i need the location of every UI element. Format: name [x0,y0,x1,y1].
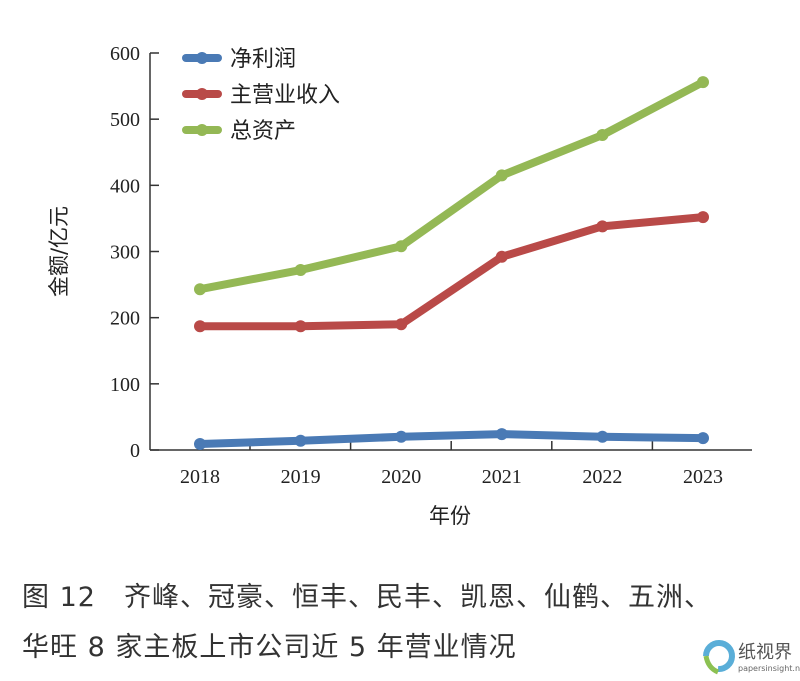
data-point [395,318,408,331]
y-tick-label: 0 [130,440,140,462]
legend-marker [196,124,208,136]
figure-caption-line-1: 图 12 齐峰、冠豪、恒丰、民丰、凯恩、仙鹤、五洲、 [22,582,712,613]
y-tick-label: 100 [110,374,140,396]
series-line [199,430,704,449]
logo-icon [703,640,735,675]
data-point [596,129,609,142]
data-point [194,283,206,296]
watermark-url: papersinsight.net [738,664,800,673]
legend-marker [196,88,208,100]
series-line [200,213,704,331]
data-point [294,264,307,277]
data-point [194,438,206,451]
watermark-text: 纸视界 [738,642,792,663]
data-point [697,211,709,224]
data-point [395,430,408,443]
data-point [294,320,307,333]
data-point [596,430,609,443]
legend-label: 总资产 [230,119,296,144]
data-point [697,432,709,445]
data-point [495,169,508,182]
legend-label: 净利润 [230,47,296,72]
data-point [294,434,307,447]
legend-label: 主营业收入 [230,83,340,108]
line-chart: 0 100 200 300 400 500 600 2018 2019 2020 2021 2022 2… [47,43,752,528]
y-tick-label: 200 [110,308,140,330]
series-line [199,78,705,294]
data-point [495,250,508,263]
y-tick-label: 300 [110,242,140,264]
x-tick-label: 2022 [582,466,622,488]
x-tick-label: 2018 [180,466,220,488]
y-tick-label: 500 [110,109,140,131]
data-point [596,220,609,233]
legend-marker [196,52,208,64]
data-point [697,76,709,89]
data-point [395,240,408,253]
y-tick-label: 600 [110,43,140,65]
x-tick-label: 2020 [381,466,421,488]
figure-caption-line-2: 华旺 8 家主板上市公司近 5 年营业情况 [22,632,517,663]
x-axis-label: 年份 [429,504,471,528]
x-tick-label: 2021 [482,466,522,488]
watermark-logo: 纸视界 papersinsight.net [700,636,800,680]
x-tick-label: 2023 [683,466,723,488]
y-tick-label: 400 [110,175,140,197]
data-point [194,320,206,333]
y-axis-label: 金额/亿元 [47,206,71,297]
x-tick-label: 2019 [281,466,321,488]
data-point [495,428,508,441]
